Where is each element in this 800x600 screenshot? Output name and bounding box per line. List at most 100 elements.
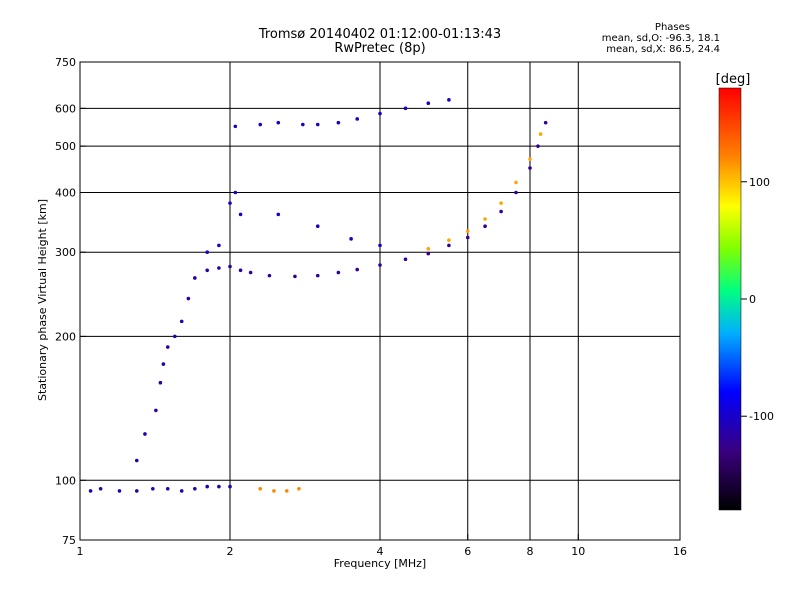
echo-point bbox=[483, 217, 487, 221]
echo-point bbox=[514, 180, 518, 185]
echo-point bbox=[233, 124, 238, 129]
echo-point bbox=[117, 489, 122, 493]
echo-point bbox=[355, 117, 359, 121]
echo-point bbox=[276, 120, 281, 125]
x-tick-label: 6 bbox=[464, 545, 471, 558]
echo-point bbox=[336, 270, 341, 275]
echo-point bbox=[403, 106, 408, 111]
y-tick-label: 75 bbox=[62, 534, 76, 547]
echo-point bbox=[151, 486, 155, 491]
echo-point bbox=[315, 224, 320, 229]
echo-point bbox=[465, 229, 470, 233]
echo-point bbox=[378, 243, 382, 248]
echo-point bbox=[258, 122, 263, 127]
echo-point bbox=[179, 319, 184, 324]
echo-point bbox=[514, 190, 518, 195]
stats-title: Phases bbox=[654, 22, 690, 33]
echo-point bbox=[217, 243, 221, 248]
echo-point bbox=[193, 486, 197, 491]
colorbar bbox=[718, 87, 742, 511]
y-axis-label: Stationary phase Virtual Height [km] bbox=[36, 199, 49, 401]
echo-point bbox=[378, 263, 382, 267]
echo-point bbox=[238, 268, 243, 273]
y-tick-label: 100 bbox=[55, 474, 76, 487]
echo-point bbox=[248, 270, 253, 275]
y-tick-label: 300 bbox=[55, 246, 76, 259]
echo-point bbox=[158, 380, 163, 385]
y-tick-label: 600 bbox=[55, 102, 76, 115]
echo-point bbox=[426, 101, 431, 105]
echo-point bbox=[154, 408, 158, 413]
echo-point bbox=[378, 111, 382, 116]
echo-point bbox=[528, 166, 532, 170]
echo-point bbox=[426, 251, 431, 256]
echo-point bbox=[205, 250, 209, 255]
x-tick-label: 2 bbox=[227, 545, 234, 558]
echo-point bbox=[228, 264, 232, 269]
echo-point bbox=[315, 273, 320, 278]
stats-line-o: mean, sd,O: -96.3, 18.1 bbox=[601, 33, 720, 44]
echo-point bbox=[98, 486, 103, 491]
echo-point bbox=[217, 484, 221, 489]
echo-point bbox=[267, 273, 272, 278]
x-tick-label: 1 bbox=[77, 545, 84, 558]
colorbar-tick-label: 0 bbox=[749, 293, 756, 306]
echo-point bbox=[536, 144, 540, 148]
chart-subtitle: RwPretec (8p) bbox=[334, 41, 426, 56]
echo-point bbox=[355, 267, 359, 272]
echo-point bbox=[426, 246, 431, 251]
echo-point bbox=[233, 190, 238, 195]
echo-point bbox=[528, 157, 532, 161]
x-tick-label: 10 bbox=[571, 545, 585, 558]
x-tick-label: 8 bbox=[527, 545, 534, 558]
colorbar-label: [deg] bbox=[716, 72, 751, 87]
y-tick-label: 750 bbox=[55, 56, 76, 69]
y-tick-label: 400 bbox=[55, 186, 76, 199]
x-tick-label: 4 bbox=[377, 545, 384, 558]
echo-point bbox=[543, 120, 548, 125]
echo-point bbox=[403, 257, 408, 262]
echo-point bbox=[276, 212, 281, 217]
echo-point bbox=[272, 489, 276, 493]
echo-point bbox=[349, 237, 353, 241]
stats-line-x: mean, sd,X: 86.5, 24.4 bbox=[606, 44, 720, 55]
echo-point bbox=[499, 209, 503, 214]
echo-point bbox=[165, 345, 170, 349]
echo-point bbox=[179, 489, 184, 493]
echo-point bbox=[238, 212, 243, 217]
echo-point bbox=[193, 276, 197, 280]
echo-point bbox=[538, 132, 543, 136]
echo-point bbox=[284, 489, 289, 493]
echo-point bbox=[447, 243, 451, 248]
colorbar-tick-label: 100 bbox=[749, 176, 770, 189]
echo-point bbox=[205, 268, 209, 273]
echo-point bbox=[143, 432, 147, 436]
echo-point bbox=[465, 235, 470, 240]
echo-point bbox=[186, 296, 191, 301]
echo-point bbox=[258, 486, 263, 491]
echo-point bbox=[161, 362, 166, 366]
colorbar-tick-label: -100 bbox=[749, 410, 774, 423]
x-axis-label: Frequency [MHz] bbox=[334, 557, 426, 570]
y-tick-label: 200 bbox=[55, 330, 76, 343]
echo-point bbox=[205, 484, 209, 489]
echo-point bbox=[301, 122, 305, 127]
echo-point bbox=[165, 486, 170, 491]
echo-point bbox=[483, 224, 487, 229]
echo-point bbox=[447, 238, 451, 242]
echo-point bbox=[88, 489, 93, 493]
echo-point bbox=[228, 201, 232, 205]
echo-point bbox=[297, 486, 301, 491]
echo-point bbox=[447, 98, 451, 102]
x-tick-label: 16 bbox=[673, 545, 687, 558]
echo-point bbox=[293, 274, 297, 279]
echo-point bbox=[217, 266, 221, 270]
echo-point bbox=[499, 201, 503, 205]
echo-point bbox=[134, 489, 139, 493]
echo-point bbox=[228, 484, 232, 489]
y-tick-label: 500 bbox=[55, 140, 76, 153]
echo-point bbox=[315, 122, 320, 127]
chart-title: Tromsø 20140402 01:12:00-01:13:43 bbox=[258, 27, 502, 42]
echo-point bbox=[336, 120, 341, 125]
echo-point bbox=[173, 334, 177, 339]
